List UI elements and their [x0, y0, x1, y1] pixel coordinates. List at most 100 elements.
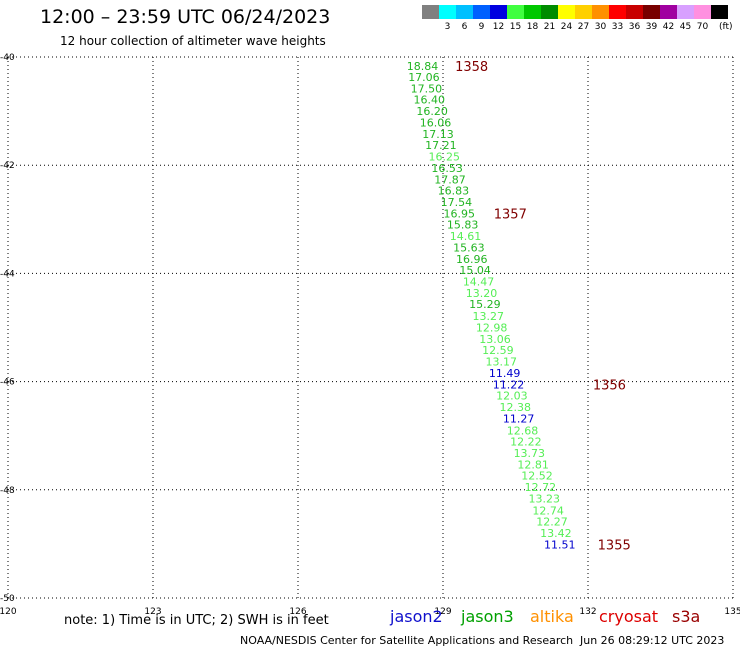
- wave-height-value: 12.68: [507, 424, 539, 437]
- color-scale-label: 45: [679, 22, 692, 32]
- wave-height-value: 11.49: [489, 367, 520, 380]
- wave-height-value: 12.81: [517, 458, 549, 471]
- wave-height-value: 12.59: [482, 344, 514, 357]
- color-swatch: [490, 5, 507, 19]
- wave-height-value: 14.61: [450, 230, 482, 243]
- wave-height-value: 17.13: [422, 128, 454, 141]
- color-scale-cell: 15: [507, 5, 524, 32]
- color-scale-label: 18: [526, 22, 539, 32]
- wave-height-value: 17.50: [411, 82, 443, 95]
- wave-height-value: 13.27: [472, 310, 504, 323]
- color-scale-cell: 21: [541, 5, 558, 32]
- y-tick-label: -46: [0, 378, 15, 388]
- color-swatch: [626, 5, 643, 19]
- wave-height-value: 16.83: [438, 185, 470, 198]
- wave-height-value: 18.84: [407, 60, 439, 73]
- wave-height-value: 12.98: [476, 322, 508, 335]
- wave-height-value: 14.47: [463, 276, 495, 289]
- color-scale-label: 36: [628, 22, 641, 32]
- wave-height-value: 13.17: [486, 356, 518, 369]
- wave-height-value: 11.22: [493, 378, 525, 391]
- wave-height-value: 12.72: [525, 481, 557, 494]
- color-scale-cell: 36: [626, 5, 643, 32]
- pass-time-label: 1357: [494, 207, 527, 222]
- color-swatch: [541, 5, 558, 19]
- satellite-label-jason3: jason3: [461, 607, 514, 626]
- color-scale-cell: 12: [490, 5, 507, 32]
- color-scale-cell: 39: [643, 5, 660, 32]
- color-swatch: [575, 5, 592, 19]
- color-swatch: [456, 5, 473, 19]
- wave-height-value: 11.51: [544, 538, 576, 551]
- color-scale-label: 12: [492, 22, 505, 32]
- color-scale-label: 24: [560, 22, 573, 32]
- chart-title: 12:00 – 23:59 UTC 06/24/2023: [40, 6, 331, 28]
- color-scale-cell: 3: [439, 5, 456, 32]
- color-scale-cell: 6: [456, 5, 473, 32]
- wave-height-value: 17.54: [441, 196, 473, 209]
- color-scale-cell: 70: [694, 5, 711, 32]
- wave-height-value: 16.25: [429, 151, 461, 164]
- y-tick-label: -50: [0, 594, 15, 604]
- x-tick-label: 126: [289, 607, 306, 617]
- x-tick-label: 123: [144, 607, 161, 617]
- color-scale-cell: 18: [524, 5, 541, 32]
- wave-height-value: 15.04: [459, 264, 491, 277]
- color-scale-cell: 9: [473, 5, 490, 32]
- color-scale-label: 42: [662, 22, 675, 32]
- y-tick-label: -40: [0, 53, 15, 63]
- chart-subtitle: 12 hour collection of altimeter wave hei…: [60, 34, 326, 48]
- color-swatch: [609, 5, 626, 19]
- wave-height-value: 17.21: [425, 139, 457, 152]
- x-tick-label: 135: [724, 607, 740, 617]
- color-scale-label: 15: [509, 22, 522, 32]
- wave-height-value: 17.06: [408, 71, 440, 84]
- wave-height-value: 13.42: [540, 527, 572, 540]
- wave-height-value: 13.06: [479, 333, 511, 346]
- satellite-label-jason2: jason2: [390, 607, 443, 626]
- wave-height-value: 12.03: [496, 390, 527, 403]
- color-scale-unit: (ft): [719, 22, 733, 32]
- satellite-label-altika: altika: [530, 607, 574, 626]
- wave-height-value: 12.22: [510, 436, 542, 449]
- y-tick-label: -48: [0, 486, 15, 496]
- color-scale-cell: 30: [592, 5, 609, 32]
- wave-height-value: 16.96: [456, 253, 488, 266]
- color-swatch: [473, 5, 490, 19]
- color-swatch: [524, 5, 541, 19]
- y-tick-label: -42: [0, 161, 15, 171]
- y-tick-label: -44: [0, 269, 15, 279]
- color-swatch: [677, 5, 694, 19]
- color-swatch: [643, 5, 660, 19]
- color-scale-label: 33: [611, 22, 624, 32]
- color-swatch: [558, 5, 575, 19]
- wave-height-value: 16.20: [416, 105, 448, 118]
- satellite-label-s3a: s3a: [672, 607, 701, 626]
- color-scale-cell: [422, 5, 439, 32]
- satellite-label-cryosat: cryosat: [599, 607, 659, 626]
- wave-height-value: 16.06: [420, 116, 452, 129]
- wave-height-value: 11.27: [503, 412, 535, 425]
- pass-time-label: 1355: [598, 538, 631, 553]
- pass-time-label: 1358: [455, 60, 488, 75]
- wave-height-value: 17.87: [434, 173, 466, 186]
- color-scale-cell: 24: [558, 5, 575, 32]
- wave-height-value: 15.63: [453, 241, 485, 254]
- color-scale-label: 3: [444, 22, 451, 32]
- color-scale-legend: 3 6 9 12 15 18 21 24 27 30 33 36 39 42 45 70: [422, 5, 728, 32]
- x-tick-label: 132: [579, 607, 596, 617]
- color-swatch: [694, 5, 711, 19]
- wave-height-value: 12.27: [536, 516, 568, 529]
- color-swatch: [660, 5, 677, 19]
- color-swatch: [592, 5, 609, 19]
- color-scale-cell: 45: [677, 5, 694, 32]
- color-scale-label: 27: [577, 22, 590, 32]
- units-note: note: 1) Time is in UTC; 2) SWH is in fe…: [64, 613, 329, 628]
- wave-height-value: 16.53: [431, 162, 463, 175]
- color-swatch: [507, 5, 524, 19]
- color-scale-label: 39: [645, 22, 658, 32]
- wave-height-value: 15.29: [469, 298, 501, 311]
- color-scale-label: 21: [543, 22, 556, 32]
- x-tick-label: 120: [0, 607, 17, 617]
